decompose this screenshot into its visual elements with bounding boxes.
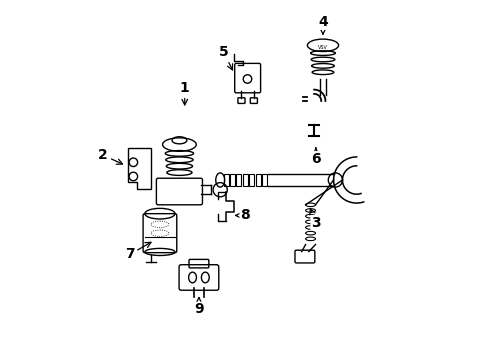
Text: 7: 7 — [125, 242, 151, 261]
Text: 5: 5 — [219, 45, 232, 70]
Text: 1: 1 — [180, 81, 190, 105]
Text: 4: 4 — [318, 15, 328, 34]
Text: 2: 2 — [98, 148, 122, 164]
Text: 8: 8 — [236, 208, 250, 222]
Text: 3: 3 — [310, 209, 320, 230]
Text: VSV: VSV — [318, 45, 328, 50]
Text: 6: 6 — [311, 148, 320, 166]
Text: 9: 9 — [194, 298, 204, 316]
